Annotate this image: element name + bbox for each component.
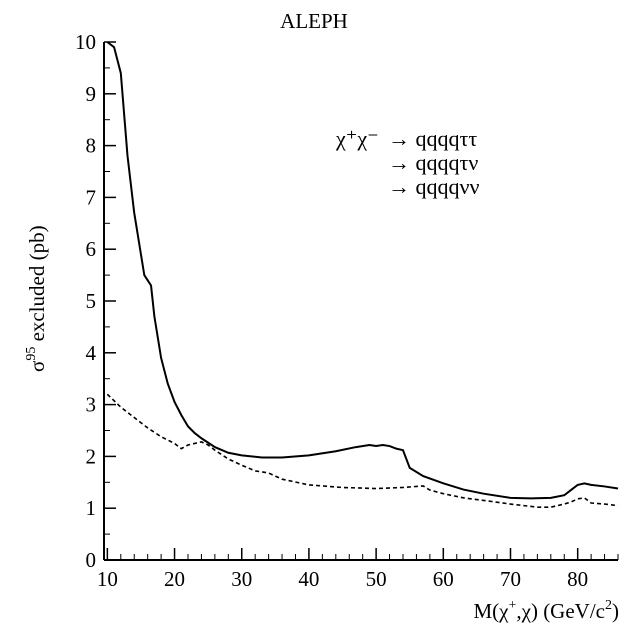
y-tick-label: 5 [86, 289, 97, 313]
y-tick-label: 8 [86, 134, 97, 158]
y-tick-label: 4 [86, 341, 97, 365]
x-axis-label: M(χ+,χ) (GeV/c2) [473, 598, 619, 623]
annotation-decay-2: → qqqqτν [388, 150, 478, 175]
y-tick-label: 7 [86, 185, 97, 209]
x-tick-label: 80 [567, 567, 588, 591]
x-tick-label: 20 [164, 567, 185, 591]
y-axis-label-sup: 95 [24, 347, 39, 361]
y-tick-label: 0 [86, 548, 97, 572]
plot-frame [103, 42, 618, 561]
y-tick-label: 1 [86, 496, 97, 520]
y-axis-label-rest: excluded (pb) [25, 225, 49, 346]
y-tick-label: 9 [86, 82, 97, 106]
x-axis-label-sup: + [508, 598, 516, 613]
solid-series-line [106, 41, 619, 500]
x-axis-label-suffix: ) [612, 599, 619, 623]
x-tick-label: 30 [231, 567, 252, 591]
y-tick-label: 3 [86, 393, 97, 417]
dashed-series-line [106, 393, 619, 508]
process-annotation: χ⁺χ⁻ → qqqqττ → qqqqτν → qqqqνν [335, 126, 479, 199]
y-axis-label: σ95 excluded (pb) [24, 225, 49, 372]
x-axis-label-sup2: 2 [605, 598, 612, 613]
y-tick-label: 6 [86, 237, 97, 261]
axis-ticks: 0 1 2 3 4 5 6 7 8 9 10 10 20 30 40 50 60 70 80 [75, 30, 619, 591]
x-tick-label: 10 [97, 567, 118, 591]
annotation-decay-3: → qqqqνν [388, 174, 479, 199]
series-layer [106, 41, 619, 508]
chart-title: ALEPH [280, 9, 348, 33]
x-tick-label: 50 [366, 567, 387, 591]
x-tick-label: 60 [433, 567, 454, 591]
x-tick-label: 40 [298, 567, 319, 591]
x-axis-label-mid: ,χ) (GeV/c [516, 599, 605, 623]
annotation-decay-1: → qqqqττ [388, 126, 477, 151]
x-tick-label: 70 [500, 567, 521, 591]
x-axis-label-prefix: M(χ [473, 599, 509, 623]
y-tick-label: 10 [75, 30, 96, 54]
y-axis-label-sigma: σ [25, 361, 49, 372]
annotation-chargino-pair: χ⁺χ⁻ [335, 126, 379, 151]
y-tick-label: 2 [86, 444, 97, 468]
